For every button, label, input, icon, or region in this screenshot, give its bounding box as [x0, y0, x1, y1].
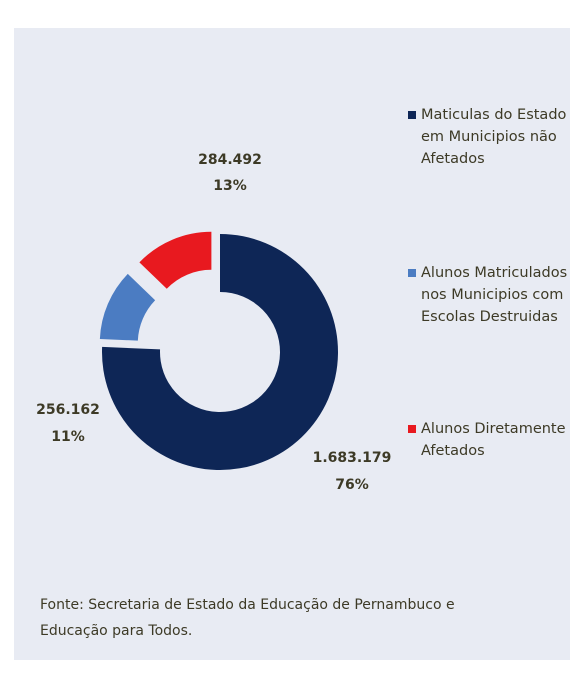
legend-swatch [408, 269, 416, 277]
legend-entry: Alunos Matriculados nos Municipios com E… [408, 262, 576, 328]
percentage-label: 11% [51, 429, 85, 445]
donut-segment [139, 231, 212, 289]
value-label: 284.492 [198, 152, 262, 168]
percentage-label: 76% [335, 477, 369, 493]
legend-swatch [408, 425, 416, 433]
legend-label: Alunos Diretamente Afetados [421, 421, 566, 459]
percentage-label: 13% [213, 178, 247, 194]
legend-swatch [408, 111, 416, 119]
value-label: 1.683.179 [313, 450, 392, 466]
value-label: 256.162 [36, 402, 100, 418]
donut-segment [102, 234, 338, 471]
donut-segment [99, 273, 156, 341]
legend-entry: Maticulas do Estado em Municipios não Af… [408, 104, 576, 170]
legend-entry: Alunos Diretamente Afetados [408, 418, 576, 462]
source: Fonte: Secretaria de Estado da Educação … [40, 597, 455, 639]
legend-label: Alunos Matriculados nos Municipios com E… [421, 265, 568, 325]
legend-label: Maticulas do Estado em Municipios não Af… [421, 107, 567, 167]
